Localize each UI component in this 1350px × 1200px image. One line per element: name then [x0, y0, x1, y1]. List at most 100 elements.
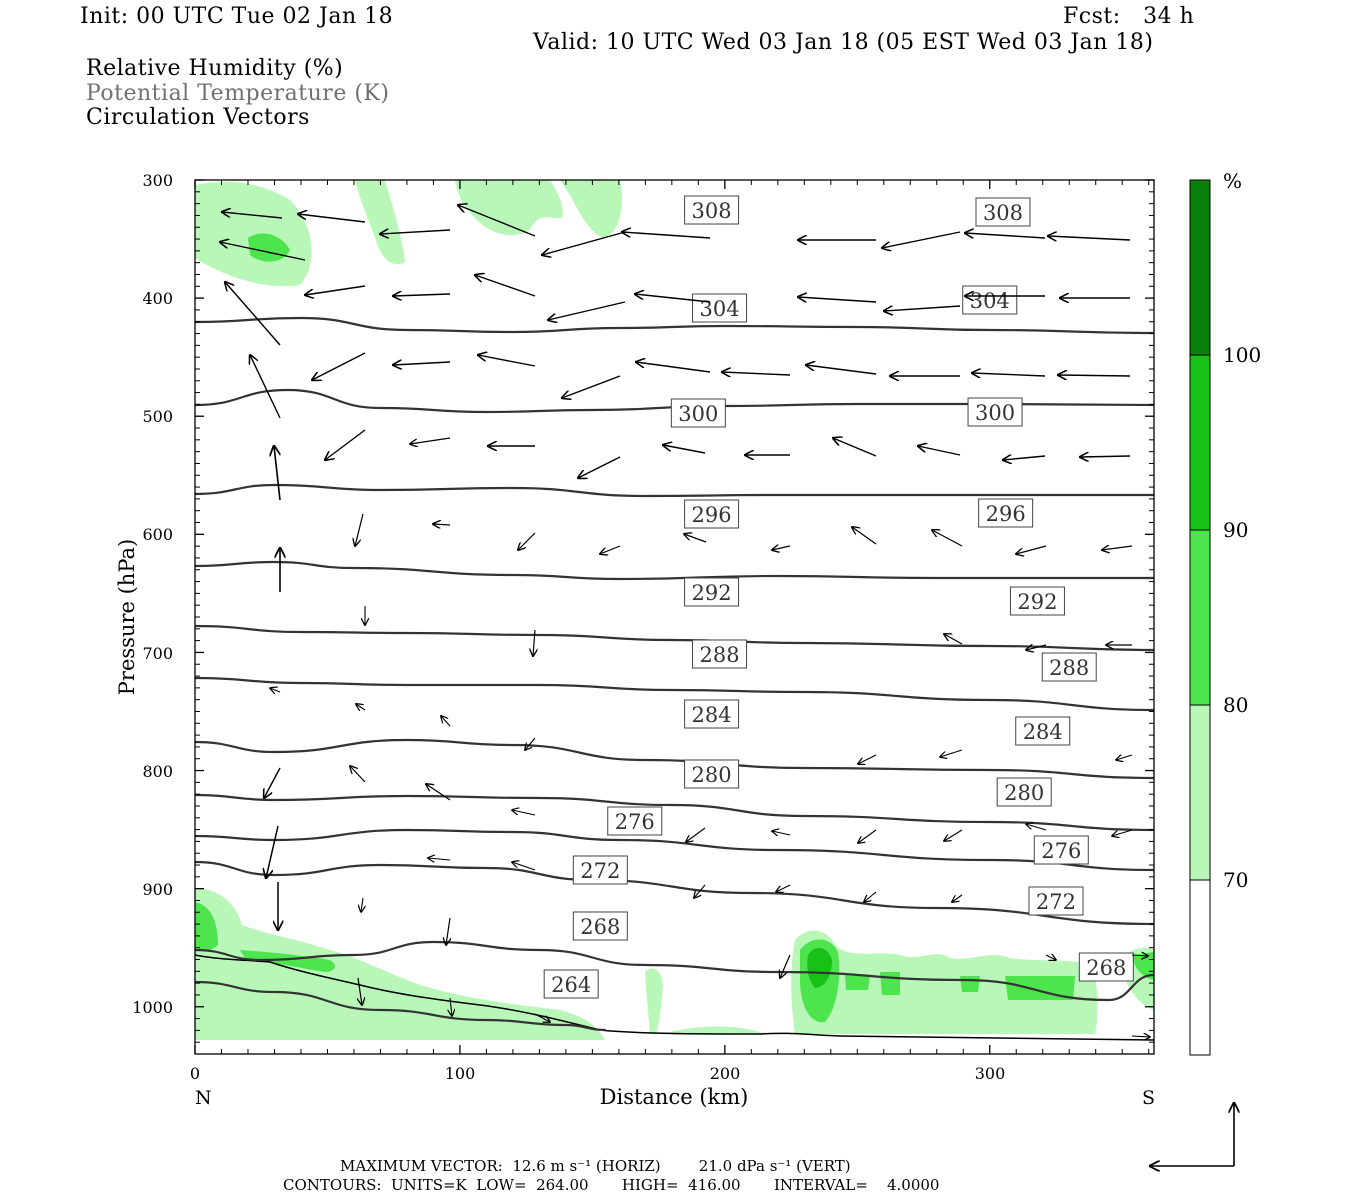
theta-label: 280	[1004, 781, 1044, 805]
endpoint-left-label: N	[195, 1087, 212, 1109]
vector-arrow	[636, 362, 711, 373]
vector-arrow	[475, 275, 536, 297]
axis-ticks	[194, 179, 1154, 1055]
vector-arrow	[478, 355, 536, 367]
vector-arrow	[722, 372, 791, 375]
theta-label-box	[543, 969, 599, 999]
vector-arrow	[220, 242, 306, 261]
vector-arrow	[542, 231, 626, 255]
x-tick-label: 100	[445, 1064, 476, 1083]
y-tick-label: 500	[142, 407, 173, 426]
vector-arrow	[548, 301, 626, 320]
theta-label-box	[670, 398, 726, 428]
vector-arrow	[380, 230, 451, 234]
vector-arrow	[1016, 545, 1047, 554]
theta-contour-line	[195, 828, 1154, 872]
vector-arrow	[441, 716, 451, 727]
vector-arrow	[1003, 456, 1046, 460]
theta-label-box	[1078, 952, 1134, 982]
vector-arrow	[1112, 829, 1133, 836]
rh-70-region-top-3	[560, 180, 623, 238]
vector-arrow	[325, 429, 366, 460]
vector-arrow	[944, 829, 963, 841]
theta-label: 272	[1036, 890, 1076, 914]
y-tick-label: 900	[142, 880, 173, 899]
theta-label-box	[684, 759, 740, 789]
vector-arrow	[250, 355, 281, 419]
y-tick-label: 400	[142, 289, 173, 308]
theta-label-box	[1033, 835, 1089, 865]
vector-arrow	[578, 456, 621, 478]
theta-label: 300	[678, 402, 718, 426]
vector-arrow	[428, 858, 451, 860]
valid-time: Valid: 10 UTC Wed 03 Jan 18 (05 EST Wed …	[533, 30, 1154, 55]
vector-arrow	[1048, 236, 1131, 240]
field-rh-label: Relative Humidity (%)	[86, 56, 344, 81]
vector-arrow	[426, 784, 451, 801]
y-tick-label: 800	[142, 762, 173, 781]
vector-arrow	[944, 634, 963, 645]
vector-arrow	[562, 375, 621, 398]
theta-contour-line	[195, 624, 1154, 652]
theta-label-box	[572, 855, 628, 885]
theta-contour-line	[195, 316, 1154, 335]
rh-70-region-upper-left	[195, 181, 312, 287]
vector-arrow	[410, 437, 451, 444]
vector-arrow	[882, 231, 961, 248]
vector-arrow	[1058, 375, 1131, 376]
contour-info-note: CONTOURS: UNITS=K LOW= 264.00 HIGH= 416.…	[283, 1176, 940, 1194]
colorbar-level-label: 100	[1223, 343, 1261, 367]
vector-arrow	[358, 977, 362, 1005]
x-axis-label: Distance (km)	[600, 1085, 749, 1109]
y-tick-label: 1000	[132, 998, 173, 1017]
vector-arrow	[1102, 546, 1133, 550]
vector-arrow	[852, 527, 877, 545]
theta-label: 296	[986, 502, 1026, 526]
theta-contour-line	[195, 560, 1154, 581]
init-time: Init: 00 UTC Tue 02 Jan 18	[80, 4, 394, 29]
vector-arrow	[298, 214, 366, 223]
max-vector-note: MAXIMUM VECTOR: 12.6 m s⁻¹ (HORIZ) 21.0 …	[340, 1157, 851, 1175]
theta-label-box	[967, 397, 1023, 427]
vector-arrow	[446, 917, 450, 945]
theta-label: 288	[699, 643, 739, 667]
endpoint-right-label: S	[1142, 1087, 1155, 1109]
rh-90-region-bottom-right	[807, 947, 832, 988]
vector-arrow	[518, 532, 536, 550]
vector-arrow	[356, 704, 366, 710]
theta-label-box	[684, 195, 740, 225]
theta-label-box	[978, 498, 1034, 528]
vector-arrow	[1080, 456, 1131, 457]
vector-arrow	[918, 446, 961, 456]
vector-arrow	[798, 297, 877, 303]
vector-arrow	[312, 352, 366, 380]
theta-label-box	[607, 806, 663, 836]
theta-label: 296	[692, 503, 732, 527]
vector-arrow	[450, 997, 452, 1016]
vector-arrow	[355, 513, 364, 546]
theta-label: 268	[580, 915, 620, 939]
theta-label: 308	[692, 199, 732, 223]
theta-contour-line	[195, 860, 1154, 926]
circulation-vectors	[220, 205, 1150, 1037]
vector-arrow	[1131, 955, 1148, 956]
theta-label: 300	[975, 401, 1015, 425]
vector-arrow	[858, 754, 877, 764]
vector-arrow	[776, 884, 791, 892]
vector-arrow	[512, 810, 536, 816]
theta-contour-line	[195, 980, 606, 1032]
rh-70-region-top-2	[455, 180, 563, 236]
forecast-hour: Fcst: 34 h	[1063, 4, 1195, 29]
vector-arrow	[534, 1013, 550, 1022]
rh-70-region-lower-left	[195, 888, 605, 1040]
vector-arrow	[225, 282, 281, 346]
theta-label-box	[975, 197, 1031, 227]
theta-contour-line	[195, 940, 1154, 1002]
y-tick-label: 600	[142, 525, 173, 544]
theta-contour-line	[195, 738, 1154, 780]
theta-contour-line	[195, 676, 1154, 712]
rh-80-region-lower-left	[195, 902, 335, 972]
vector-arrow	[600, 545, 621, 554]
theta-contour-line	[195, 793, 1154, 832]
